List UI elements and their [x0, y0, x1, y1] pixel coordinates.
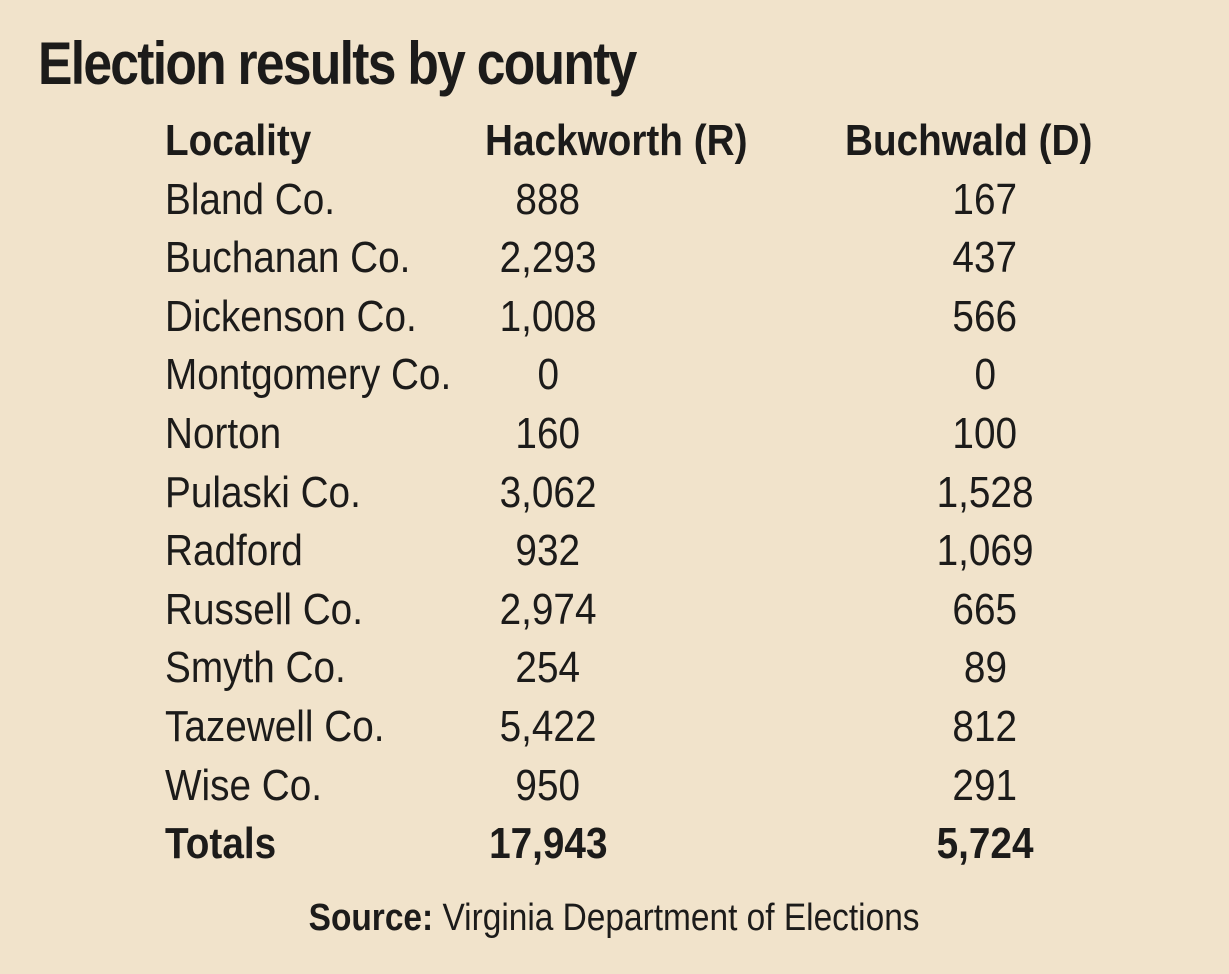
buchwald-votes-cell: 100: [952, 408, 1018, 458]
table-row: Radford 932 1,069: [165, 522, 1155, 581]
locality-cell: Russell Co.: [165, 584, 363, 634]
buchwald-votes-cell: 437: [952, 233, 1018, 283]
locality-cell: Radford: [165, 526, 303, 576]
table-row: Dickenson Co. 1,008 566: [165, 288, 1155, 347]
hackworth-votes-cell: 0: [537, 350, 559, 400]
hackworth-total: 17,943: [488, 819, 608, 869]
buchwald-votes-cell: 665: [952, 584, 1018, 634]
buchwald-votes-cell: 1,528: [936, 467, 1034, 517]
table-row: Wise Co. 950 291: [165, 757, 1155, 816]
buchwald-votes-cell: 1,069: [936, 526, 1034, 576]
hackworth-votes-cell: 1,008: [499, 291, 597, 341]
totals-label: Totals: [165, 819, 277, 869]
page-title: Election results by county: [38, 30, 637, 97]
column-header-hackworth: Hackworth (R): [485, 116, 748, 165]
table-row: Tazewell Co. 5,422 812: [165, 698, 1155, 757]
locality-cell: Tazewell Co.: [165, 701, 385, 751]
locality-cell: Bland Co.: [165, 174, 336, 224]
table-row: Pulaski Co. 3,062 1,528: [165, 464, 1155, 523]
locality-cell: Pulaski Co.: [165, 467, 361, 517]
results-table: Locality Hackworth (R) Buchwald (D) Blan…: [165, 112, 1155, 874]
locality-cell: Norton: [165, 408, 282, 458]
table-row: Russell Co. 2,974 665: [165, 581, 1155, 640]
locality-cell: Dickenson Co.: [165, 291, 417, 341]
table-row: Smyth Co. 254 89: [165, 639, 1155, 698]
hackworth-votes-cell: 2,974: [499, 584, 597, 634]
locality-cell: Smyth Co.: [165, 643, 346, 693]
buchwald-votes-cell: 291: [952, 760, 1018, 810]
table-row: Buchanan Co. 2,293 437: [165, 229, 1155, 288]
buchwald-votes-cell: 0: [974, 350, 996, 400]
column-header-buchwald: Buchwald (D): [845, 116, 1093, 165]
locality-cell: Buchanan Co.: [165, 233, 411, 283]
source-label: Source:: [309, 897, 434, 939]
source-line: Source: Virginia Department of Elections: [0, 888, 1229, 948]
buchwald-votes-cell: 566: [952, 291, 1018, 341]
table-row: Norton 160 100: [165, 405, 1155, 464]
locality-cell: Montgomery Co.: [165, 350, 452, 400]
table-header-row: Locality Hackworth (R) Buchwald (D): [165, 112, 1155, 171]
locality-cell: Wise Co.: [165, 760, 323, 810]
hackworth-votes-cell: 5,422: [499, 701, 597, 751]
table-row: Montgomery Co. 0 0: [165, 346, 1155, 405]
hackworth-votes-cell: 3,062: [499, 467, 597, 517]
buchwald-total: 5,724: [936, 819, 1034, 869]
buchwald-votes-cell: 812: [952, 701, 1018, 751]
source-text: Virginia Department of Elections: [442, 897, 920, 939]
buchwald-votes-cell: 167: [952, 174, 1018, 224]
table-row: Bland Co. 888 167: [165, 171, 1155, 230]
buchwald-votes-cell: 89: [963, 643, 1007, 693]
hackworth-votes-cell: 950: [515, 760, 581, 810]
column-header-locality: Locality: [165, 116, 312, 165]
hackworth-votes-cell: 2,293: [499, 233, 597, 283]
hackworth-votes-cell: 254: [515, 643, 581, 693]
hackworth-votes-cell: 888: [515, 174, 581, 224]
totals-row: Totals 17,943 5,724: [165, 815, 1155, 874]
hackworth-votes-cell: 160: [515, 408, 581, 458]
hackworth-votes-cell: 932: [515, 526, 581, 576]
